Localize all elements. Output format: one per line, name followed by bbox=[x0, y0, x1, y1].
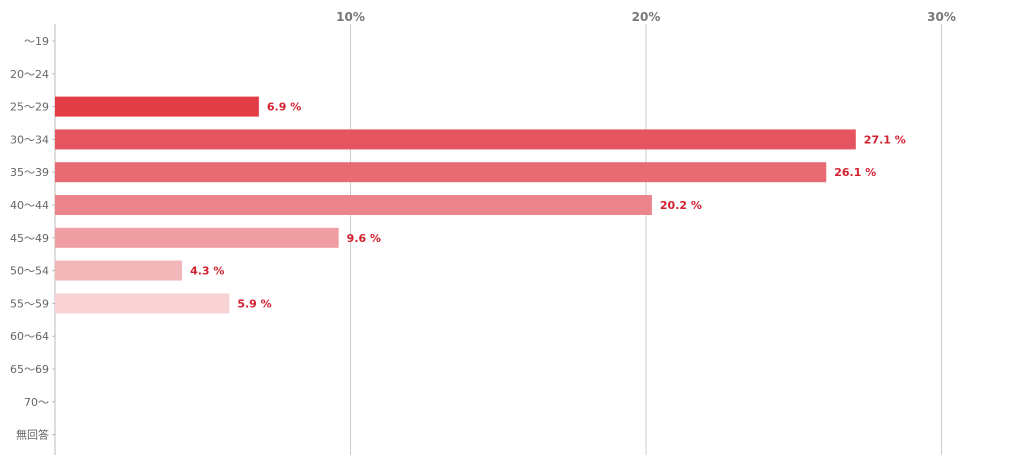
value-label: 26.1 % bbox=[834, 166, 876, 179]
value-label: 20.2 % bbox=[660, 199, 702, 212]
category-label: 50〜54 bbox=[10, 265, 49, 278]
category-label: 45〜49 bbox=[10, 232, 49, 245]
category-label: 65〜69 bbox=[10, 363, 49, 376]
value-label: 27.1 % bbox=[864, 133, 906, 146]
category-label: 40〜44 bbox=[10, 199, 49, 212]
bar-25〜29 bbox=[55, 96, 259, 117]
category-label: 〜19 bbox=[24, 35, 49, 48]
bar-30〜34 bbox=[55, 129, 856, 150]
bar-50〜54 bbox=[55, 260, 183, 281]
bar-45〜49 bbox=[55, 227, 339, 248]
bar-40〜44 bbox=[55, 195, 652, 215]
category-label: 30〜34 bbox=[10, 133, 49, 146]
bar-35〜39 bbox=[55, 162, 827, 183]
x-tick-label: 10% bbox=[336, 10, 365, 24]
bar-55〜59 bbox=[55, 293, 230, 314]
category-label: 無回答 bbox=[16, 428, 49, 442]
value-label: 6.9 % bbox=[267, 101, 301, 114]
value-label: 9.6 % bbox=[347, 232, 381, 245]
category-label: 25〜29 bbox=[10, 101, 49, 114]
category-label: 20〜24 bbox=[10, 68, 49, 81]
category-label: 55〜59 bbox=[10, 297, 49, 310]
category-label: 70〜 bbox=[24, 396, 49, 409]
value-label: 4.3 % bbox=[190, 265, 224, 278]
x-tick-label: 20% bbox=[632, 10, 661, 24]
x-tick-label: 30% bbox=[927, 10, 956, 24]
category-label: 35〜39 bbox=[10, 166, 49, 179]
category-label: 60〜64 bbox=[10, 330, 49, 343]
value-label: 5.9 % bbox=[237, 297, 271, 310]
